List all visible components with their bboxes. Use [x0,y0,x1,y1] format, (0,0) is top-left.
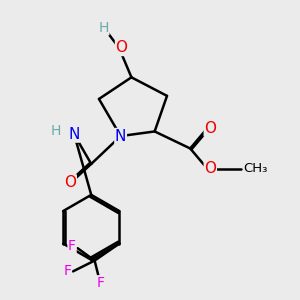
Text: O: O [116,40,128,56]
Text: H: H [50,124,61,138]
Text: CH₃: CH₃ [243,162,267,175]
Text: F: F [63,264,71,278]
Text: O: O [204,161,216,176]
Text: N: N [68,127,80,142]
Text: N: N [115,129,126,144]
Text: F: F [68,239,76,253]
Text: O: O [64,175,76,190]
Text: H: H [98,21,109,35]
Text: F: F [97,276,105,290]
Text: O: O [204,121,216,136]
